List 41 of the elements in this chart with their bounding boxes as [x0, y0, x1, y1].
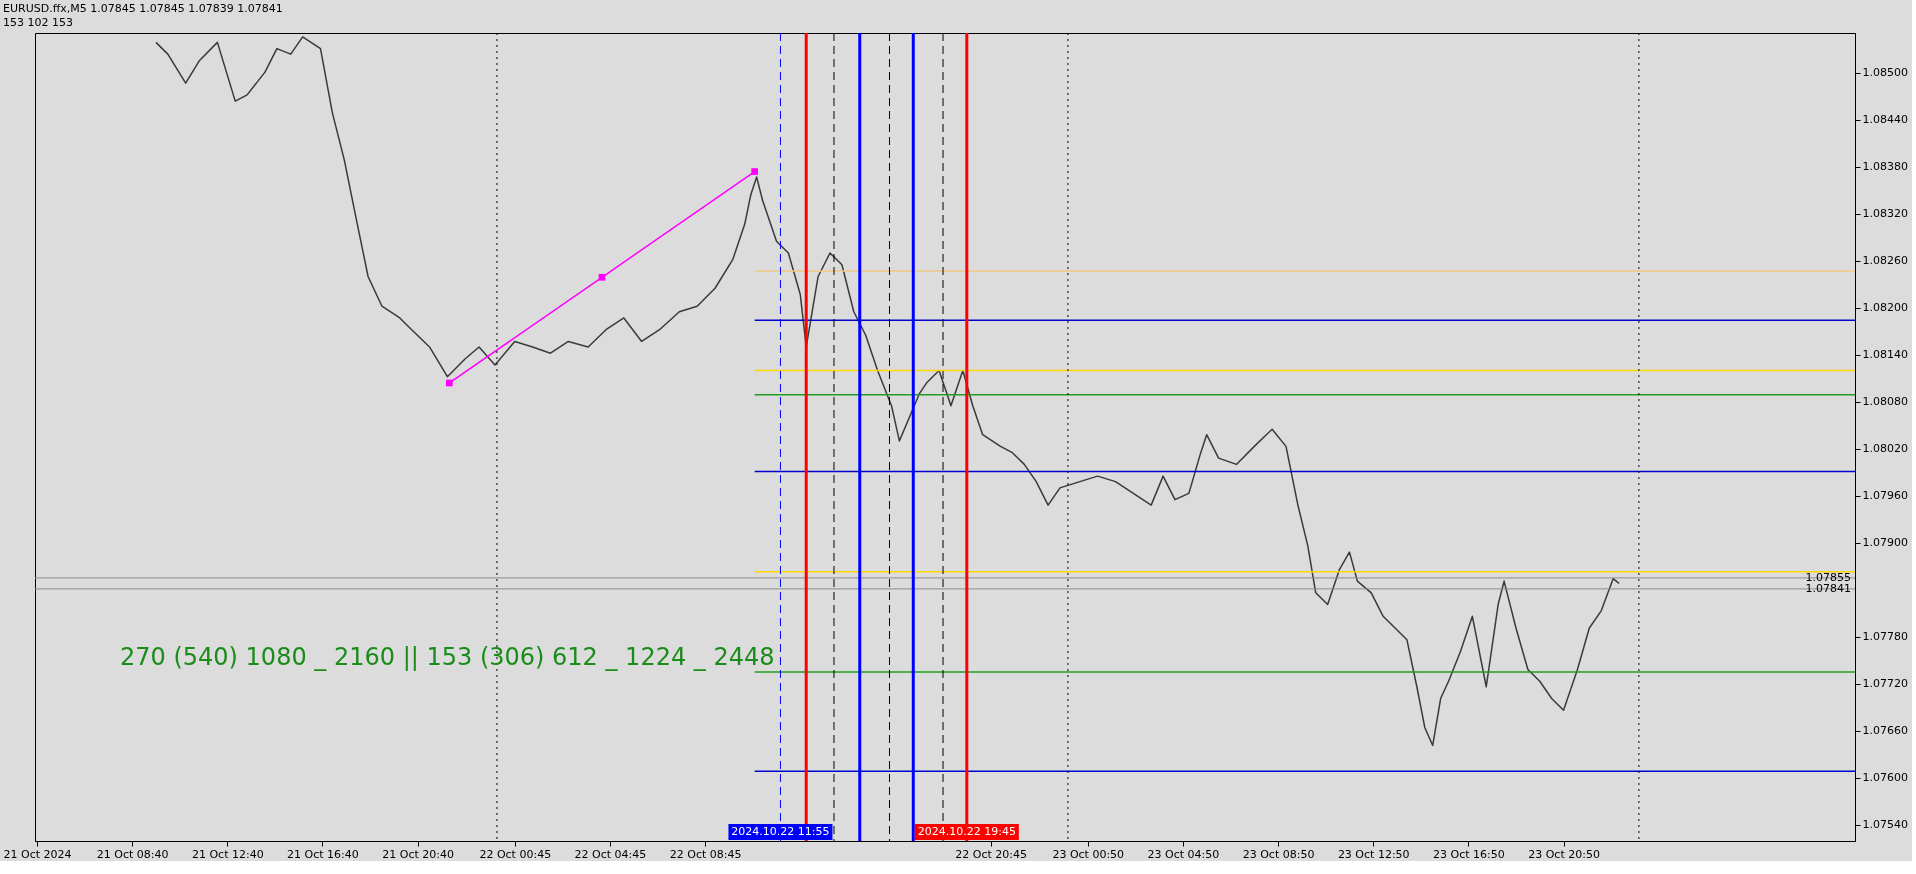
chart-subtitle: 153 102 153 [2, 15, 73, 29]
ref-line-label: 1.07855 [1805, 570, 1851, 584]
y-tick-label: 1.08020 [1862, 442, 1908, 456]
y-tick-label: 1.08080 [1862, 395, 1908, 409]
y-tick-label: 1.08140 [1862, 348, 1908, 362]
x-tick-label: 22 Oct 00:45 [479, 847, 552, 861]
x-tick-label: 23 Oct 08:50 [1242, 847, 1315, 861]
point [446, 379, 453, 387]
x-tick-label: 23 Oct 12:50 [1337, 847, 1410, 861]
y-tick-label: 1.07960 [1862, 489, 1908, 503]
x-tick-label: 23 Oct 20:50 [1528, 847, 1600, 861]
point [598, 273, 606, 281]
y-tick-label: 1.07720 [1862, 677, 1908, 691]
y-tick-label: 1.07600 [1862, 771, 1908, 785]
ref-line-label: 1.07841 [1805, 581, 1851, 595]
y-tick-label: 1.08500 [1862, 66, 1908, 80]
x-tick-label: 21 Oct 2024 [3, 847, 72, 861]
y-tick-label: 1.08380 [1862, 160, 1908, 174]
x-tick-label: 23 Oct 04:50 [1147, 847, 1220, 861]
y-tick-label: 1.08260 [1862, 254, 1908, 268]
y-tick-label: 1.07900 [1862, 536, 1908, 550]
y-tick-label: 1.07540 [1862, 818, 1908, 832]
x-tick-label: 23 Oct 16:50 [1433, 847, 1505, 861]
y-tick-label: 1.08200 [1862, 301, 1908, 315]
ref-line-label: 2024.10.22 11:55 [731, 825, 830, 838]
x-tick-label: 22 Oct 04:45 [574, 847, 647, 861]
x-tick-label: 23 Oct 00:50 [1052, 847, 1125, 861]
x-tick-label: 21 Oct 08:40 [96, 847, 169, 861]
y-tick-label: 1.08440 [1862, 113, 1908, 127]
point [751, 168, 759, 175]
x-tick-label: 21 Oct 16:40 [287, 847, 359, 861]
x-tick-label: 22 Oct 20:45 [955, 847, 1027, 861]
x-tick-label: 22 Oct 08:45 [669, 847, 742, 861]
y-tick-label: 1.07660 [1862, 724, 1908, 738]
x-tick-label: 21 Oct 12:40 [191, 847, 264, 861]
chart-title: EURUSD.ffx,M5 1.07845 1.07845 1.07839 1.07841 [2, 1, 283, 15]
y-tick-label: 1.07780 [1862, 630, 1908, 644]
annotation: 270 (540) 1080 _ 2160 || 153 (306) 612 _ 1224 _ 2448 [120, 643, 775, 671]
x-tick-label: 21 Oct 20:40 [382, 847, 454, 861]
y-tick-label: 1.08320 [1862, 207, 1908, 221]
ref-line-label: 2024.10.22 19:45 [917, 825, 1016, 838]
